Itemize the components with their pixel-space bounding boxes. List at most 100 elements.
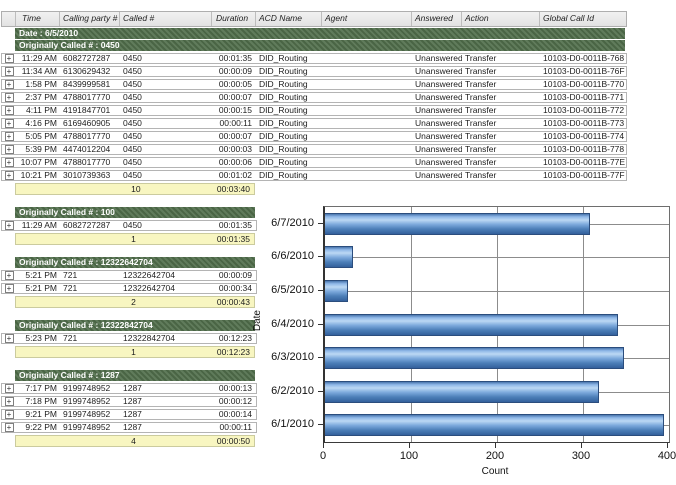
x-tick-label: 400 [657,450,676,462]
x-tick-mark [409,443,410,448]
cell-time: 7:17 PM [25,384,57,393]
cell-act: Transfer [465,93,497,102]
cell-act: Transfer [465,119,497,128]
cell-time: 9:21 PM [25,410,57,419]
call-group: Originally Called # : 12322842704 +5:23 P… [1,320,627,358]
expand-row-button[interactable]: + [4,67,14,76]
cell-time: 4:16 PM [25,119,57,128]
cell-gid: 10103-D0-0011B-77E [543,158,626,167]
cell-time: 9:22 PM [25,423,57,432]
table-row: +7:17 PM 9199748952 1287 00:00:13 [1,383,257,394]
cell-ans: Unanswered [415,171,462,180]
cell-cp: 6169460905 [63,119,111,128]
group-summary: 1 00:12:23 [1,346,627,358]
x-tick-mark [581,443,582,448]
table-row: +4:16 PM 6169460905 0450 00:00:11 DID_Routin… [1,118,627,129]
group-total-duration: 00:00:43 [216,297,251,307]
chart-bar [325,347,625,370]
cell-time: 5:23 PM [25,334,57,343]
expand-row-button[interactable]: + [4,410,14,419]
cell-gid: 10103-D0-0011B-77F [543,171,625,180]
chart-bar [325,279,349,302]
calls-by-date-chart: Date Count 0 100 200 300 400 6/7/2010 6/6/2010… [250,198,676,485]
expand-row-button[interactable]: + [4,397,14,406]
cell-dur: 00:01:35 [218,54,252,63]
cell-cd: 1287 [123,384,142,393]
cell-cd: 1287 [123,397,142,406]
column-header-action: Action [462,12,540,26]
group-call-count: 1 [131,234,136,244]
x-tick-label: 0 [319,450,327,462]
cell-dur: 00:00:07 [218,93,252,102]
group-call-count: 2 [131,297,136,307]
cell-dur: 00:00:34 [218,284,252,293]
y-tick-label: 6/3/2010 [271,351,314,364]
column-header-duration: Duration [212,12,256,26]
cell-dur: 00:00:12 [218,397,252,406]
expand-row-button[interactable]: + [4,334,14,343]
cell-cp: 9199748952 [63,410,111,419]
summary-band: 4 00:00:50 [15,435,255,447]
call-detail-report: Time Calling party # Called # Duration ACD N… [1,11,627,447]
table-row: +5:39 PM 4474012204 0450 00:00:03 DID_Routin… [1,144,627,155]
summary-spacer [1,233,15,245]
column-header-calling-party-: Calling party # [60,12,120,26]
cell-ans: Unanswered [415,106,462,115]
chart-bar [325,246,353,269]
y-tick-label: 6/4/2010 [271,317,314,330]
expand-cell: + [2,384,16,393]
group-summary: 4 00:00:50 [1,435,627,447]
expand-cell: + [2,334,16,343]
cell-cp: 6130629432 [63,67,111,76]
cell-cp: 4788017770 [63,158,111,167]
expand-row-button[interactable]: + [4,119,14,128]
cell-gid: 10103-D0-0011B-772 [543,106,625,115]
expand-row-button[interactable]: + [4,93,14,102]
expand-cell: + [2,93,16,102]
call-group: Originally Called # : 1287 +7:17 PM 919974… [1,370,627,447]
header-spacer [2,12,16,26]
group-call-count: 4 [131,436,136,446]
cell-cp: 8439999581 [63,80,111,89]
cell-cp: 721 [63,284,78,293]
expand-row-button[interactable]: + [4,271,14,280]
cell-gid: 10103-D0-0011B-76F [543,67,625,76]
cell-acd: DID_Routing [259,158,308,167]
cell-act: Transfer [465,67,497,76]
expand-row-button[interactable]: + [4,54,14,63]
expand-row-button[interactable]: + [4,106,14,115]
expand-row-button[interactable]: + [4,158,14,167]
expand-row-button[interactable]: + [4,132,14,141]
gridline-horizontal [325,290,669,292]
cell-time: 5:21 PM [25,271,57,280]
expand-row-button[interactable]: + [4,384,14,393]
summary-band: 10 00:03:40 [15,183,255,195]
cell-gid: 10103-D0-0011B-774 [543,132,625,141]
expand-row-button[interactable]: + [4,423,14,432]
cell-cd: 1287 [123,410,142,419]
cell-ans: Unanswered [415,67,462,76]
expand-row-button[interactable]: + [4,284,14,293]
cell-cp: 4474012204 [63,145,111,154]
cell-acd: DID_Routing [259,54,308,63]
cell-ans: Unanswered [415,132,462,141]
cell-cd: 0450 [123,171,142,180]
table-row: +5:23 PM 721 12322842704 00:12:23 [1,333,257,344]
originally-called-band: Originally Called # : 12322642704 [15,257,255,268]
column-header-answered: Answered [412,12,462,26]
cell-dur: 00:00:09 [218,67,252,76]
cell-cp: 721 [63,334,78,343]
table-row: +5:21 PM 721 12322642704 00:00:34 [1,283,257,294]
expand-row-button[interactable]: + [4,221,14,230]
expand-row-button[interactable]: + [4,80,14,89]
cell-ans: Unanswered [415,93,462,102]
cell-cd: 0450 [123,93,142,102]
originally-called-band: Originally Called # : 12322842704 [15,320,255,331]
cell-cd: 0450 [123,158,142,167]
expand-row-button[interactable]: + [4,171,14,180]
expand-row-button[interactable]: + [4,145,14,154]
cell-dur: 00:00:13 [218,384,252,393]
y-tick-mark [318,222,323,224]
summary-spacer [1,435,15,447]
table-row: +11:34 AM 6130629432 0450 00:00:09 DID_Routi… [1,66,627,77]
